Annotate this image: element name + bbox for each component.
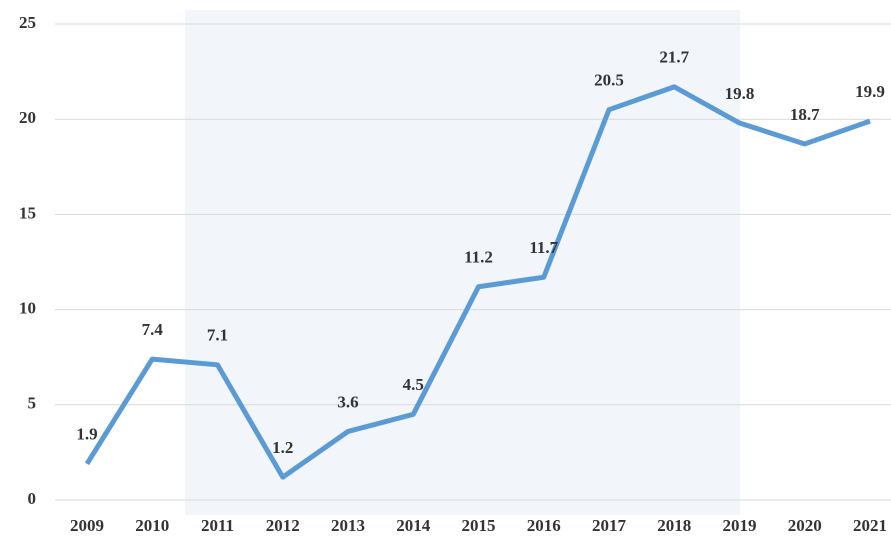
y-tick-label: 5	[28, 394, 37, 413]
data-label: 20.5	[594, 71, 624, 90]
y-tick-label: 25	[19, 13, 36, 32]
chart: 0 5 10 15 20 25 2009 2010 2011 2012 2013 2014 2015 20…	[0, 0, 891, 540]
x-tick-label: 2016	[527, 516, 561, 535]
data-label: 7.1	[207, 326, 228, 345]
watermark-background	[185, 10, 740, 515]
x-tick-label: 2009	[70, 516, 104, 535]
x-tick-label: 2018	[657, 516, 691, 535]
data-label: 18.7	[790, 105, 820, 124]
x-tick-label: 2010	[135, 516, 169, 535]
x-tick-label: 2017	[592, 516, 627, 535]
data-label: 1.2	[272, 438, 293, 457]
x-tick-label: 2020	[788, 516, 822, 535]
y-tick-label: 20	[19, 108, 36, 127]
data-label: 1.9	[76, 425, 97, 444]
data-label: 11.2	[464, 248, 493, 267]
data-label: 21.7	[659, 48, 689, 67]
x-tick-label: 2015	[462, 516, 496, 535]
x-tick-label: 2012	[266, 516, 300, 535]
x-tick-label: 2021	[853, 516, 887, 535]
data-label: 3.6	[337, 392, 358, 411]
data-label: 4.5	[403, 375, 424, 394]
y-tick-label: 15	[19, 203, 36, 222]
y-tick-label: 0	[28, 489, 37, 508]
data-label: 19.8	[725, 84, 755, 103]
x-tick-label: 2019	[723, 516, 757, 535]
x-tick-label: 2011	[201, 516, 234, 535]
x-tick-label: 2013	[331, 516, 365, 535]
y-tick-label: 10	[19, 299, 36, 318]
data-label: 11.7	[529, 238, 558, 257]
data-label: 7.4	[142, 320, 164, 339]
data-label: 19.9	[855, 82, 885, 101]
x-tick-label: 2014	[396, 516, 431, 535]
